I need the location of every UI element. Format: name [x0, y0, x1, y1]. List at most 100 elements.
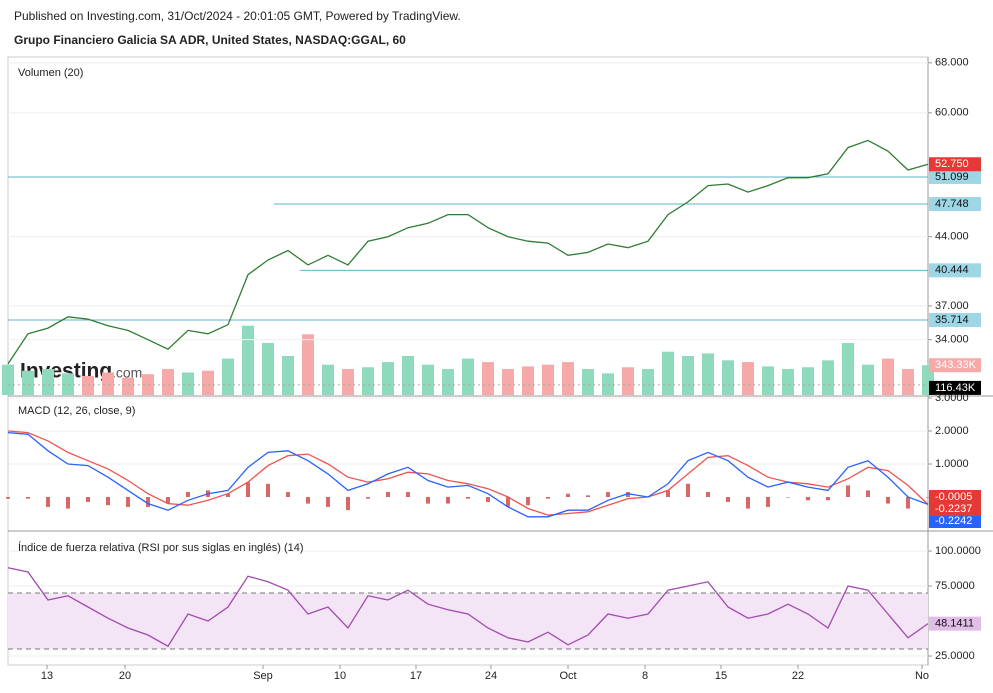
price-box	[929, 489, 981, 504]
y-tick-label: 100.0000	[935, 545, 981, 557]
histogram-bar	[666, 490, 670, 497]
histogram-bar	[366, 496, 370, 499]
histogram-bar	[226, 493, 230, 497]
volume-bar	[722, 360, 734, 395]
published-note: Published on Investing.com, 31/Oct/2024 …	[14, 9, 461, 23]
volume-bar	[662, 351, 674, 395]
volume-bar	[462, 358, 474, 395]
signal-line	[7, 430, 929, 516]
histogram-bar	[626, 492, 630, 497]
volume-bar	[902, 369, 914, 395]
price-box-label: -0.0005	[935, 491, 972, 503]
volume-bar	[22, 370, 34, 395]
volume-bar	[762, 366, 774, 395]
volume-bar	[82, 375, 94, 395]
histogram-bar	[606, 492, 610, 497]
x-tick-label: 24	[485, 670, 497, 682]
histogram-bar	[706, 492, 710, 497]
macd-line	[7, 431, 929, 518]
volume-bar	[362, 367, 374, 395]
histogram-bar	[246, 482, 250, 497]
histogram-bar	[566, 493, 570, 497]
histogram-bar	[526, 496, 530, 506]
price-box-label: 47.748	[935, 198, 969, 210]
price-box-label: 51.099	[935, 171, 969, 183]
volume-bar	[602, 373, 614, 395]
histogram-bar	[446, 496, 450, 504]
histogram-bar	[386, 492, 390, 497]
histogram-bar	[726, 496, 730, 502]
histogram-bar	[926, 496, 930, 498]
volume-bar	[242, 325, 254, 395]
x-tick-label: Sep	[253, 670, 273, 682]
volume-bar	[402, 356, 414, 395]
y-tick-label: 75.0000	[935, 580, 975, 592]
histogram-bar	[126, 496, 130, 507]
histogram-bar	[486, 496, 490, 502]
histogram-bar	[826, 496, 830, 501]
pane-title: Volumen (20)	[18, 67, 83, 79]
series-line	[7, 567, 929, 648]
volume-bar	[202, 370, 214, 395]
histogram-bar	[406, 492, 410, 497]
histogram-bar	[286, 492, 290, 497]
volume-bar	[342, 369, 354, 395]
watermark-suffix: .com	[112, 365, 142, 381]
volume-bar	[862, 364, 874, 395]
histogram-bar	[426, 496, 430, 504]
histogram-bar	[686, 483, 690, 497]
x-tick-label: 13	[41, 670, 53, 682]
volume-bar	[882, 358, 894, 395]
rsi-band	[8, 593, 928, 650]
histogram-bar	[66, 496, 70, 509]
price-box-label: 343.33K	[935, 359, 977, 371]
volume-bar	[62, 373, 74, 395]
x-tick-label: 15	[715, 670, 727, 682]
volume-bar	[302, 334, 314, 395]
y-tick-label: 25.0000	[935, 650, 975, 662]
histogram-bar	[186, 492, 190, 497]
volume-bar	[102, 372, 114, 395]
histogram-bar	[546, 496, 550, 499]
price-box-label: 52.750	[935, 158, 969, 170]
volume-bar	[162, 369, 174, 395]
histogram-bar	[846, 485, 850, 497]
histogram-bar	[806, 496, 810, 501]
pane-title: Índice de fuerza relativa (RSI por sus s…	[18, 541, 304, 554]
y-tick-label: 44.000	[935, 231, 969, 243]
histogram-bar	[326, 496, 330, 507]
volume-bar	[822, 360, 834, 395]
x-tick-label: 17	[410, 670, 422, 682]
price-box	[929, 358, 981, 373]
volume-bar	[782, 369, 794, 395]
histogram-bar	[466, 496, 470, 499]
x-tick-label: 8	[642, 670, 648, 682]
pane-title: MACD (12, 26, close, 9)	[18, 405, 135, 417]
volume-bar	[622, 367, 634, 395]
histogram-bar	[746, 496, 750, 509]
y-tick-label: 3.0000	[935, 392, 969, 404]
price-box	[929, 169, 981, 184]
histogram-bar	[106, 496, 110, 506]
volume-bar	[562, 362, 574, 395]
histogram-bar	[166, 496, 170, 504]
histogram-bar	[866, 490, 870, 497]
price-box-label: 116.43K	[935, 382, 976, 394]
volume-bar	[322, 364, 334, 395]
volume-bar	[682, 356, 694, 395]
price-box	[929, 616, 981, 631]
volume-bar	[42, 369, 54, 395]
histogram-bar	[26, 496, 30, 499]
price-box	[929, 513, 981, 528]
histogram-bar	[146, 496, 150, 507]
y-tick-label: 1.0000	[935, 458, 969, 470]
x-tick-label: 22	[792, 670, 804, 682]
x-tick-label: 10	[334, 670, 346, 682]
series-line	[7, 139, 929, 365]
histogram-bar	[586, 495, 590, 497]
volume-bar	[482, 362, 494, 395]
price-box	[929, 313, 981, 328]
histogram-bar	[906, 496, 910, 509]
